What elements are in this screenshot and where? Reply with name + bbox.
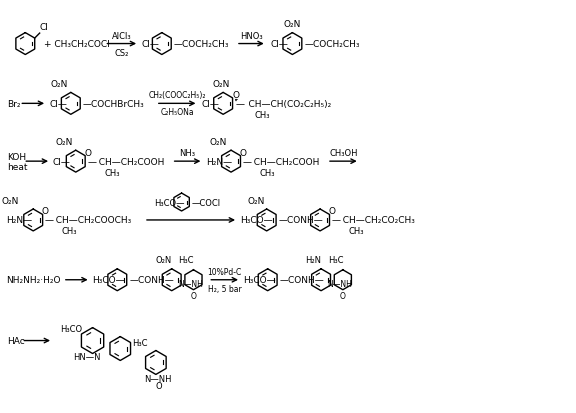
Text: Cl—: Cl— bbox=[141, 40, 159, 49]
Text: —  CH—CH(CO₂C₂H₅)₂: — CH—CH(CO₂C₂H₅)₂ bbox=[236, 100, 331, 109]
Text: H₂N—: H₂N— bbox=[6, 216, 33, 225]
Text: O: O bbox=[340, 292, 346, 301]
Text: — CH—CH₂CO₂CH₃: — CH—CH₂CO₂CH₃ bbox=[332, 216, 415, 225]
Text: O₂N: O₂N bbox=[210, 138, 227, 146]
Text: H₃C: H₃C bbox=[132, 338, 147, 347]
Text: H₃CO—: H₃CO— bbox=[154, 198, 184, 207]
Text: O: O bbox=[328, 207, 335, 216]
Text: O: O bbox=[84, 148, 91, 157]
Text: — CH—CH₂COOH: — CH—CH₂COOH bbox=[88, 157, 164, 166]
Text: —CONH—: —CONH— bbox=[279, 275, 324, 285]
Text: CH₃: CH₃ bbox=[62, 227, 77, 236]
Text: O₂N: O₂N bbox=[55, 138, 73, 146]
Text: CH₃OH: CH₃OH bbox=[329, 149, 358, 158]
Text: O: O bbox=[233, 91, 240, 100]
Text: H₂N: H₂N bbox=[305, 256, 321, 265]
Text: —CONH—: —CONH— bbox=[279, 216, 323, 225]
Text: —COCHBrCH₃: —COCHBrCH₃ bbox=[83, 100, 145, 109]
Text: HN—N: HN—N bbox=[73, 352, 100, 361]
Text: O: O bbox=[156, 381, 162, 390]
Text: — CH—CH₂COOCH₃: — CH—CH₂COOCH₃ bbox=[45, 216, 131, 225]
Text: — CH—CH₂COOH: — CH—CH₂COOH bbox=[243, 157, 319, 166]
Text: H₂, 5 bar: H₂, 5 bar bbox=[208, 284, 241, 293]
Text: NH₃: NH₃ bbox=[180, 149, 195, 158]
Text: N—NH: N—NH bbox=[327, 280, 353, 289]
Text: —COCl: —COCl bbox=[191, 198, 221, 207]
Text: CH₃: CH₃ bbox=[104, 168, 120, 177]
Text: AlCl₃: AlCl₃ bbox=[112, 31, 131, 40]
Text: Cl: Cl bbox=[40, 23, 48, 32]
Text: O: O bbox=[240, 148, 247, 157]
Text: Cl—: Cl— bbox=[53, 157, 71, 166]
Text: O₂N: O₂N bbox=[2, 196, 19, 205]
Text: O: O bbox=[41, 207, 48, 216]
Text: heat: heat bbox=[7, 162, 28, 171]
Text: CH₃: CH₃ bbox=[349, 227, 364, 236]
Text: C₂H₅ONa: C₂H₅ONa bbox=[160, 108, 194, 117]
Text: O₂N: O₂N bbox=[247, 196, 264, 205]
Text: + CH₃CH₂COCl: + CH₃CH₂COCl bbox=[44, 40, 110, 49]
Text: O₂N: O₂N bbox=[50, 80, 67, 89]
Text: O₂N: O₂N bbox=[213, 80, 230, 89]
Text: HNO₃: HNO₃ bbox=[240, 31, 263, 40]
Text: N—NH: N—NH bbox=[178, 280, 203, 289]
Text: Cl—: Cl— bbox=[49, 100, 67, 109]
Text: N—NH: N—NH bbox=[144, 374, 172, 383]
Text: —CONH—: —CONH— bbox=[129, 275, 174, 285]
Text: H₂N—: H₂N— bbox=[206, 157, 233, 166]
Text: O: O bbox=[191, 292, 196, 301]
Text: CH₃: CH₃ bbox=[255, 111, 270, 119]
Text: H₃CO—: H₃CO— bbox=[93, 275, 125, 285]
Text: —COCH₂CH₃: —COCH₂CH₃ bbox=[304, 40, 360, 49]
Text: H₃CO—: H₃CO— bbox=[243, 275, 275, 285]
Text: H₃CO: H₃CO bbox=[60, 324, 82, 333]
Text: H₃C: H₃C bbox=[328, 256, 343, 265]
Text: NH₂NH₂·H₂O: NH₂NH₂·H₂O bbox=[6, 275, 61, 285]
Text: CH₂(COOC₂H₅)₂: CH₂(COOC₂H₅)₂ bbox=[149, 91, 206, 100]
Text: 10%Pd-C: 10%Pd-C bbox=[207, 267, 242, 276]
Text: H₃CO—: H₃CO— bbox=[240, 216, 272, 225]
Text: —COCH₂CH₃: —COCH₂CH₃ bbox=[174, 40, 229, 49]
Text: CH₃: CH₃ bbox=[260, 168, 275, 177]
Text: Br₂: Br₂ bbox=[7, 100, 21, 109]
Text: CS₂: CS₂ bbox=[115, 48, 129, 57]
Text: HAc: HAc bbox=[7, 336, 25, 345]
Text: Cl—: Cl— bbox=[271, 40, 289, 49]
Text: H₃C: H₃C bbox=[179, 256, 194, 265]
Text: O₂N: O₂N bbox=[284, 20, 301, 29]
Text: O₂N: O₂N bbox=[156, 256, 172, 265]
Text: Cl—: Cl— bbox=[202, 100, 219, 109]
Text: KOH: KOH bbox=[7, 152, 26, 161]
